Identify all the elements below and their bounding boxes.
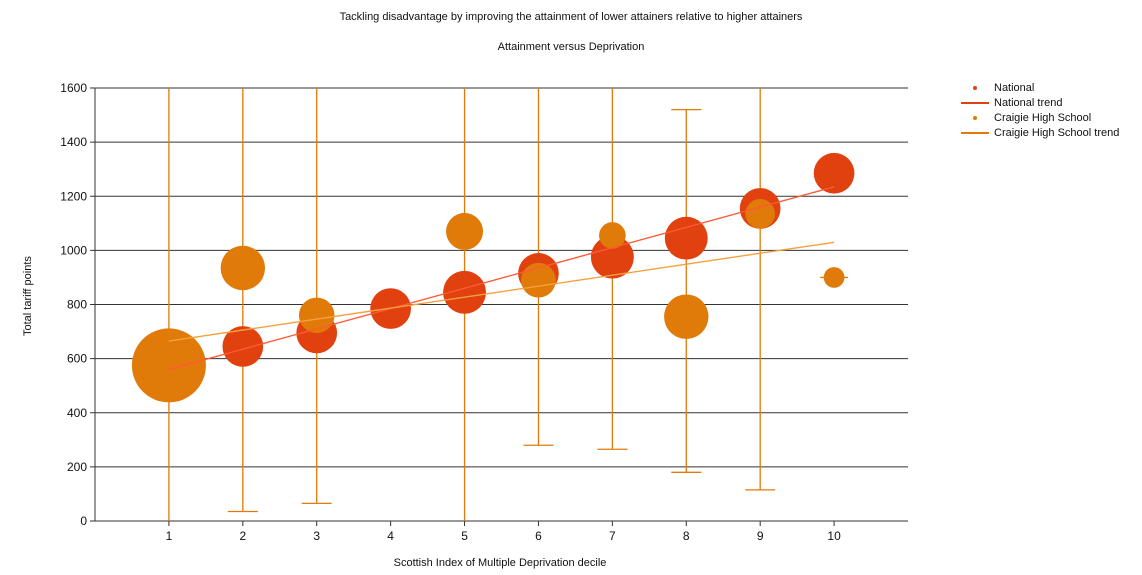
legend-label-school-trend: Craigie High School trend <box>994 126 1120 139</box>
legend-line-school-trend <box>961 131 989 134</box>
x-tick-label: 8 <box>683 529 690 543</box>
national-trend-line <box>168 186 835 371</box>
school-trend-line <box>168 241 835 342</box>
school-bubble <box>664 294 709 339</box>
x-tick-label: 4 <box>387 529 394 543</box>
school-bubble <box>745 199 775 229</box>
y-tick-label: 600 <box>67 352 87 366</box>
school-bubble <box>220 245 266 291</box>
legend-label-national-trend: National trend <box>994 96 1063 109</box>
school-bubble <box>521 262 556 298</box>
school-bubble <box>446 212 484 250</box>
legend-item-national-trend: National trend <box>960 95 1119 110</box>
school-bubble <box>599 222 626 249</box>
legend-line-national-trend <box>961 101 989 104</box>
legend-label-school: Craigie High School <box>994 111 1092 124</box>
x-tick-label: 2 <box>239 529 246 543</box>
x-tick-label: 6 <box>535 529 542 543</box>
school-bubble <box>131 328 206 403</box>
y-tick-label: 400 <box>67 406 87 420</box>
x-tick-label: 7 <box>609 529 616 543</box>
y-tick-label: 1000 <box>60 243 87 257</box>
y-tick-label: 0 <box>80 514 87 528</box>
legend-marker-national <box>973 85 977 90</box>
legend-item-school: Craigie High School <box>960 110 1119 125</box>
y-tick-label: 1400 <box>60 135 87 149</box>
y-tick-label: 200 <box>67 460 87 474</box>
legend-item-national: National <box>960 80 1119 95</box>
national-bubble <box>443 270 487 314</box>
national-bubble <box>813 152 855 194</box>
national-bubble <box>222 326 264 367</box>
school-bubble <box>298 297 335 334</box>
x-tick-label: 10 <box>827 529 841 543</box>
y-tick-label: 1600 <box>60 81 87 95</box>
legend: National National trend Craigie High Sch… <box>960 80 1119 140</box>
x-tick-label: 5 <box>461 529 468 543</box>
legend-item-school-trend: Craigie High School trend <box>960 125 1119 140</box>
chart-title: Tackling disadvantage by improving the a… <box>339 11 803 23</box>
national-bubble <box>664 216 708 260</box>
y-tick-label: 1200 <box>60 189 87 203</box>
y-tick-label: 800 <box>67 298 87 312</box>
chart-subtitle: Attainment versus Deprivation <box>497 41 645 53</box>
legend-label-national: National <box>994 81 1035 94</box>
x-tick-label: 9 <box>757 529 764 543</box>
x-axis-label: Scottish Index of Multiple Deprivation d… <box>393 557 607 569</box>
national-bubble <box>590 235 634 279</box>
legend-marker-school <box>973 115 977 120</box>
school-bubble <box>823 267 845 288</box>
x-tick-label: 3 <box>313 529 320 543</box>
x-tick-label: 1 <box>166 529 173 543</box>
